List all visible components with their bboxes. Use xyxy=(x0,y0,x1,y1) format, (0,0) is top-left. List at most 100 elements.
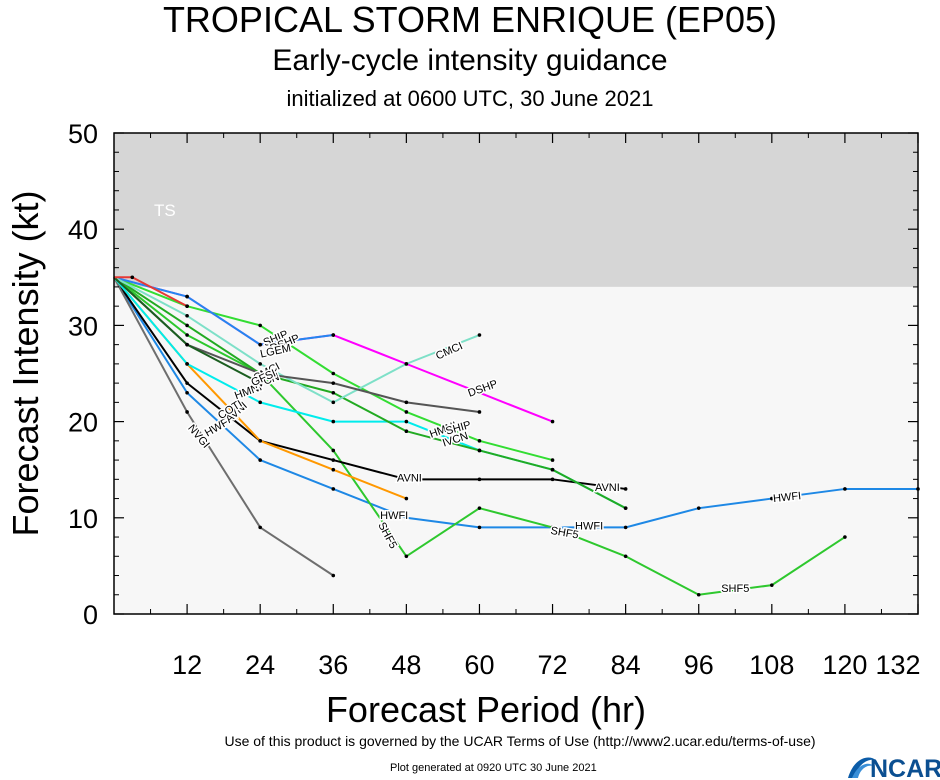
point-ship xyxy=(258,323,262,328)
point-hwfi xyxy=(404,516,409,520)
label-text-shf5: SHF5 xyxy=(721,583,749,595)
point-avni xyxy=(623,487,628,491)
series-points xyxy=(130,275,920,597)
line-nvgi xyxy=(113,276,334,577)
point-cmci xyxy=(404,362,409,366)
point-shf5 xyxy=(843,535,847,539)
ncar-logo: NCAR xyxy=(848,755,940,780)
point-ship xyxy=(331,371,336,376)
point-ivcn xyxy=(477,448,482,453)
point-ofci xyxy=(185,304,189,308)
y-tick-label: 50 xyxy=(68,119,98,149)
logo-text: NCAR xyxy=(870,755,940,780)
point-ship xyxy=(404,410,409,414)
point-hwfi xyxy=(477,525,482,530)
point-nvgi xyxy=(185,410,189,414)
terms-of-use: Use of this product is governed by the U… xyxy=(224,733,816,749)
plot-generated: Plot generated at 0920 UTC 30 June 2021 xyxy=(390,762,597,774)
label-text-hwfi: HWFI xyxy=(575,520,603,532)
label-text-hwfi: HWFI xyxy=(380,510,408,522)
point-gfsi xyxy=(258,371,262,376)
point-shf5 xyxy=(477,506,482,510)
line-cmci xyxy=(113,276,480,404)
point-avni xyxy=(550,477,555,482)
y-axis-label: Forecast Intensity (kt) xyxy=(5,190,46,536)
point-hwfi xyxy=(331,487,336,491)
label-avni: AVNI xyxy=(395,471,423,486)
x-tick-label: 120 xyxy=(822,650,867,680)
point-ivcn xyxy=(623,506,628,510)
point-shf5 xyxy=(331,448,336,453)
line-avni xyxy=(113,276,626,490)
point-shf5 xyxy=(696,592,701,597)
point-hmni xyxy=(331,419,336,424)
point-ofci xyxy=(130,275,135,280)
intensity-bands: TS xyxy=(114,133,918,614)
x-tick-label: 60 xyxy=(464,650,494,680)
label-hwfi: HWFI xyxy=(379,508,410,523)
point-coti xyxy=(331,467,336,472)
point-shf5 xyxy=(623,554,628,559)
chart-title: TROPICAL STORM ENRIQUE (EP05) xyxy=(162,0,778,40)
x-tick-label: 96 xyxy=(684,650,714,680)
point-gfsi xyxy=(331,381,336,385)
y-tick-label: 40 xyxy=(68,215,98,245)
point-lgem xyxy=(258,342,262,347)
chart-subtitle: Early-cycle intensity guidance xyxy=(272,44,668,77)
point-avni xyxy=(477,477,482,482)
point-hwfi xyxy=(623,525,628,530)
x-tick-label: 132 xyxy=(875,650,920,680)
point-hmni xyxy=(404,419,409,424)
point-shf5 xyxy=(185,333,189,337)
point-cmci xyxy=(331,400,336,405)
point-coti xyxy=(258,439,262,443)
point-hwfi xyxy=(185,390,189,395)
point-gfsi xyxy=(477,410,482,414)
point-ship xyxy=(550,458,555,462)
point-shf5 xyxy=(770,583,774,587)
y-tick-label: 30 xyxy=(68,311,98,341)
label-hwfi: HWFI xyxy=(771,489,803,507)
band-label-ts: TS xyxy=(154,201,176,220)
point-avni xyxy=(185,381,189,385)
point-hwfi xyxy=(843,487,847,491)
label-text-hwfi: HWFI xyxy=(773,490,802,505)
point-hmni xyxy=(185,362,189,366)
line-ivcn xyxy=(113,276,627,510)
point-ivcn xyxy=(550,467,555,472)
point-hwfi xyxy=(770,496,774,501)
label-text-avni: AVNI xyxy=(595,482,620,494)
point-hwfi xyxy=(258,458,262,462)
point-nvgi xyxy=(258,525,262,530)
y-tick-label: 0 xyxy=(83,600,98,630)
point-ivcn xyxy=(331,390,336,395)
point-shf5 xyxy=(550,525,555,530)
x-tick-label: 48 xyxy=(391,650,421,680)
label-hwfi: HWFI xyxy=(574,519,605,534)
point-ship xyxy=(477,439,482,443)
point-icon xyxy=(185,342,189,347)
point-cmci xyxy=(258,362,262,366)
label-text-avni: AVNI xyxy=(397,472,422,484)
point-dshp xyxy=(477,390,482,395)
label-shf5: SHF5 xyxy=(720,582,751,597)
x-tick-label: 36 xyxy=(318,650,348,680)
point-avni xyxy=(331,458,336,462)
point-ivcn xyxy=(404,429,409,434)
point-hmni xyxy=(258,400,262,405)
point-coti xyxy=(404,496,409,501)
x-tick-label: 108 xyxy=(749,650,794,680)
x-tick-label: 24 xyxy=(245,650,275,680)
band-0 xyxy=(114,133,918,287)
point-gfsi xyxy=(404,400,409,405)
point-shf5 xyxy=(404,554,409,559)
point-hwfi xyxy=(696,506,701,510)
init-time: initialized at 0600 UTC, 30 June 2021 xyxy=(286,86,654,111)
point-icon xyxy=(258,381,262,385)
point-ivcn xyxy=(185,323,189,328)
point-lgem xyxy=(331,333,336,337)
logo-swoosh-inner xyxy=(852,763,874,778)
point-cmci xyxy=(185,313,189,318)
